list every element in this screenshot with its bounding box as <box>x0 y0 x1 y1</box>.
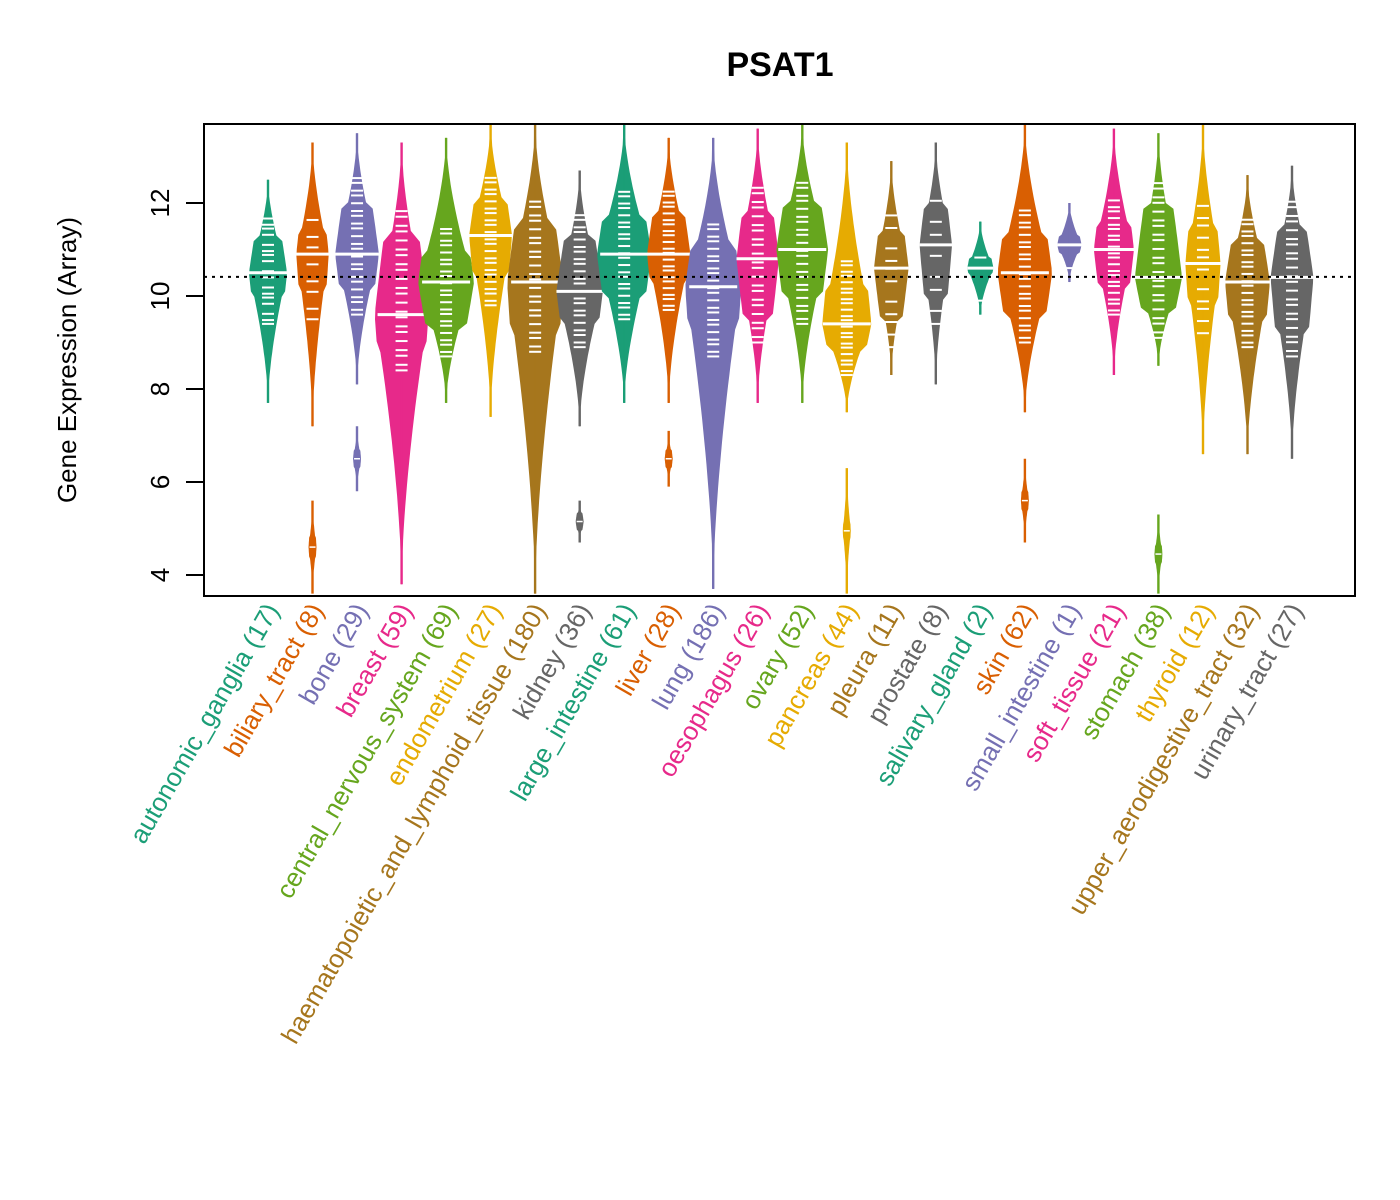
violin-large_intestine <box>597 123 652 403</box>
y-tick-label: 4 <box>145 568 175 582</box>
violin-urinary_tract <box>1270 165 1314 459</box>
violin-salivary_gland <box>967 221 994 315</box>
violin-ovary <box>776 123 829 403</box>
violin-oesophagus <box>736 128 779 403</box>
violin-autonomic_ganglia <box>248 179 288 403</box>
violin-prostate <box>919 142 953 385</box>
y-tick-label: 12 <box>145 189 175 218</box>
violin-haematopoietic_and_lymphoid_tissue <box>507 123 563 594</box>
y-axis: 4 6 8 10 12 <box>145 189 204 582</box>
violin-stomach <box>1134 133 1182 594</box>
violin-thyroid <box>1185 123 1221 455</box>
chart-title: PSAT1 <box>726 46 833 84</box>
violin-skin <box>997 123 1052 543</box>
violin-bone <box>335 133 379 492</box>
violin-soft_tissue <box>1093 128 1134 376</box>
violin-kidney <box>556 170 603 543</box>
y-axis-label: Gene Expression (Array) <box>52 217 82 503</box>
violin-liver <box>647 137 691 487</box>
violin-breast <box>375 142 429 585</box>
violin-pancreas <box>822 142 872 594</box>
violins <box>248 123 1314 594</box>
y-tick-label: 6 <box>145 475 175 489</box>
violin-small_intestine <box>1057 203 1082 283</box>
x-axis-labels: autonomic_ganglia (17)biliary_tract (8)b… <box>123 598 1309 1049</box>
y-tick-label: 8 <box>145 382 175 396</box>
violin-lung <box>685 137 741 589</box>
violin-central_nervous_system <box>418 137 474 403</box>
violin-biliary_tract <box>296 142 329 594</box>
violin-endometrium <box>469 123 513 417</box>
y-tick-label: 10 <box>145 282 175 311</box>
plot-frame <box>203 123 1356 597</box>
violin-pleura <box>874 161 909 376</box>
violin-upper_aerodigestive_tract <box>1225 175 1270 455</box>
